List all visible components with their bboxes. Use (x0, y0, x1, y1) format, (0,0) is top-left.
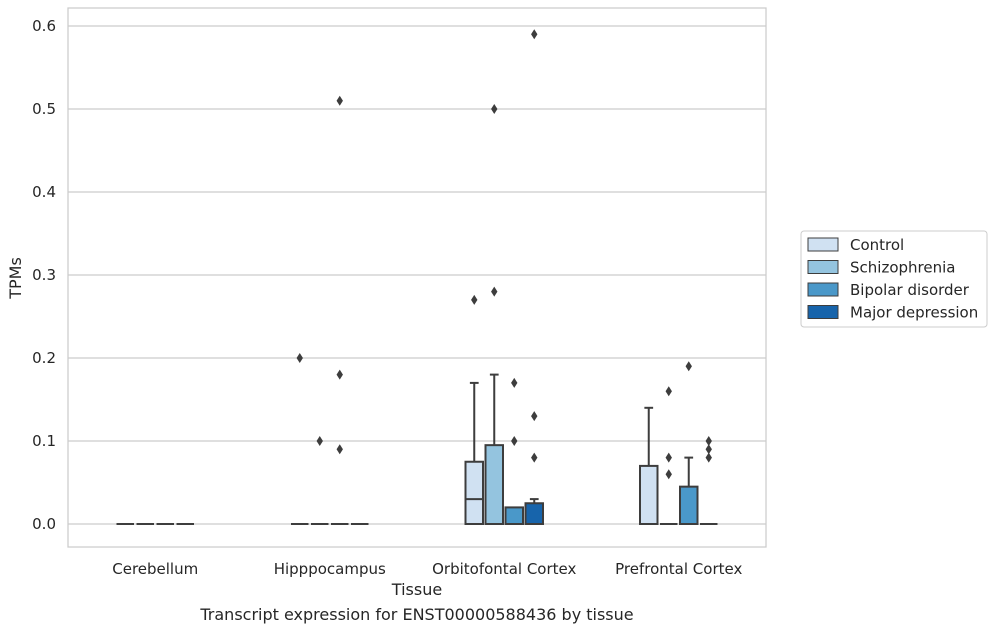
legend-swatch (807, 237, 839, 252)
y-tick-label: 0.6 (32, 17, 56, 35)
box-schizophrenia (311, 436, 329, 525)
outlier-point (511, 377, 518, 388)
legend-label: Major depression (850, 304, 978, 322)
outlier-point (491, 104, 498, 114)
outlier-point (665, 469, 672, 480)
legend-label: Bipolar disorder (850, 281, 970, 299)
x-axis-label: Tissue (391, 580, 442, 599)
box-major-depression (700, 436, 718, 525)
outlier-point (491, 286, 498, 297)
x-tick-label: Cerebellum (112, 560, 198, 578)
box-body (484, 444, 504, 525)
box-control (464, 294, 484, 525)
outlier-point (511, 436, 518, 446)
box-body (639, 464, 659, 525)
outlier-point (665, 452, 672, 463)
box-schizophrenia (484, 104, 504, 525)
outlier-point (531, 411, 538, 422)
grid-lines (68, 25, 766, 525)
y-tick-label: 0.3 (32, 266, 56, 284)
y-tick-label: 0.5 (32, 100, 56, 118)
outlier-point (705, 452, 712, 463)
outlier-point (316, 436, 323, 446)
legend-label: Control (850, 236, 904, 254)
x-tick-label: Orbitofontal Cortex (432, 560, 576, 578)
outlier-point (336, 369, 343, 380)
y-tick-label: 0.0 (32, 515, 56, 533)
box-body (464, 460, 484, 525)
y-tick-label: 0.4 (32, 183, 56, 201)
legend-swatch (807, 305, 839, 319)
plot-frame (67, 7, 767, 548)
outlier-point (336, 444, 343, 455)
legend-swatch (807, 260, 839, 274)
outlier-point (685, 361, 692, 372)
box-bipolar-disorder (679, 361, 699, 525)
box-body (504, 506, 524, 525)
box-control (639, 406, 659, 525)
outlier-point (336, 95, 343, 106)
outlier-point (531, 29, 538, 40)
legend-swatch (807, 282, 839, 297)
box-schizophrenia (660, 386, 678, 525)
outlier-point (665, 386, 672, 397)
y-axis-label: TPMs (6, 257, 25, 300)
outlier-point (471, 294, 478, 305)
box-control (291, 353, 309, 525)
box-body (679, 485, 699, 525)
box-bipolar-disorder (331, 95, 349, 525)
box-plot-layer (116, 29, 718, 525)
x-tick-label: Prefrontal Cortex (615, 560, 742, 578)
figure-caption: Transcript expression for ENST0000058843… (200, 605, 634, 624)
legend-frame (800, 230, 988, 328)
box-major-depression (524, 29, 544, 525)
outlier-point (531, 452, 538, 463)
x-tick-label: Hipppocampus (274, 560, 386, 578)
outlier-point (705, 436, 712, 446)
outlier-point (705, 444, 712, 455)
legend: Control Schizophrenia Bipolar disorder Majo… (800, 230, 988, 328)
y-tick-label: 0.2 (32, 349, 56, 367)
outlier-point (296, 353, 303, 363)
legend-label: Schizophrenia (850, 259, 955, 277)
y-tick-label: 0.1 (32, 432, 56, 450)
box-body (524, 502, 544, 525)
box-bipolar-disorder (504, 377, 524, 525)
y-tick-labels: 0.0 0.1 0.2 0.3 0.4 0.5 0.6 (32, 17, 56, 533)
x-tick-labels: Cerebellum Hipppocampus Orbitofontal Corte… (112, 560, 742, 578)
